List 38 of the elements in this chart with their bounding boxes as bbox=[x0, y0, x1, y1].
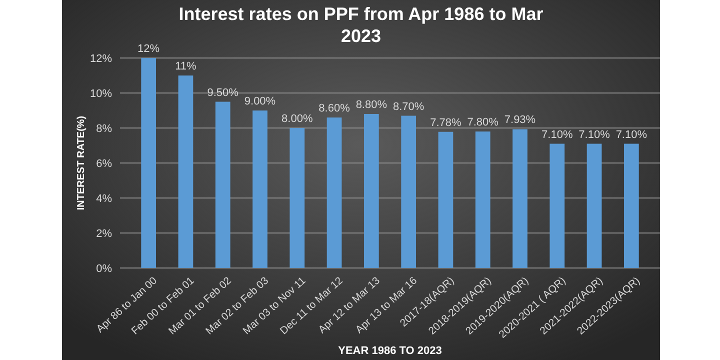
data-label: 11% bbox=[175, 60, 197, 72]
y-tick-label: 12% bbox=[90, 52, 112, 65]
y-tick-label: 4% bbox=[96, 192, 112, 205]
bar bbox=[178, 76, 194, 268]
bar bbox=[475, 132, 490, 268]
y-tick-label: 6% bbox=[96, 158, 112, 170]
data-label: 8.60% bbox=[318, 102, 350, 114]
data-label: 9.00% bbox=[244, 96, 276, 108]
data-label: 8.70% bbox=[392, 100, 424, 113]
bar bbox=[290, 128, 305, 268]
y-tick-label: 2% bbox=[96, 228, 112, 240]
data-label: 7.10% bbox=[542, 128, 573, 141]
bar bbox=[364, 114, 379, 268]
data-label: 9.50% bbox=[207, 86, 239, 99]
bar bbox=[624, 144, 639, 268]
bar bbox=[401, 116, 416, 268]
bar bbox=[252, 110, 268, 268]
bar bbox=[512, 129, 528, 268]
bar bbox=[550, 144, 565, 268]
bar bbox=[326, 118, 342, 268]
y-tick-label: 8% bbox=[96, 122, 112, 135]
chart-title: Interest rates on PPF from Apr 1986 to Mar 2023 bbox=[178, 4, 544, 46]
bar bbox=[215, 102, 230, 268]
y-axis-title: INTEREST RATE(%) bbox=[76, 116, 87, 210]
y-tick-label: 10% bbox=[90, 88, 112, 100]
data-label: 8.80% bbox=[356, 99, 388, 111]
y-tick-label: 0% bbox=[96, 262, 112, 275]
data-label: 8.00% bbox=[282, 113, 313, 125]
bar bbox=[438, 132, 454, 268]
data-label: 7.78% bbox=[430, 116, 462, 129]
x-axis-title: YEAR 1986 TO 2023 bbox=[338, 345, 442, 357]
bar bbox=[586, 144, 602, 268]
data-label: 7.80% bbox=[467, 116, 499, 128]
data-label: 7.10% bbox=[616, 128, 648, 141]
data-label: 7.10% bbox=[578, 128, 610, 141]
bar bbox=[141, 58, 156, 268]
data-label: 12% bbox=[138, 43, 160, 55]
data-label: 7.93% bbox=[504, 114, 536, 126]
